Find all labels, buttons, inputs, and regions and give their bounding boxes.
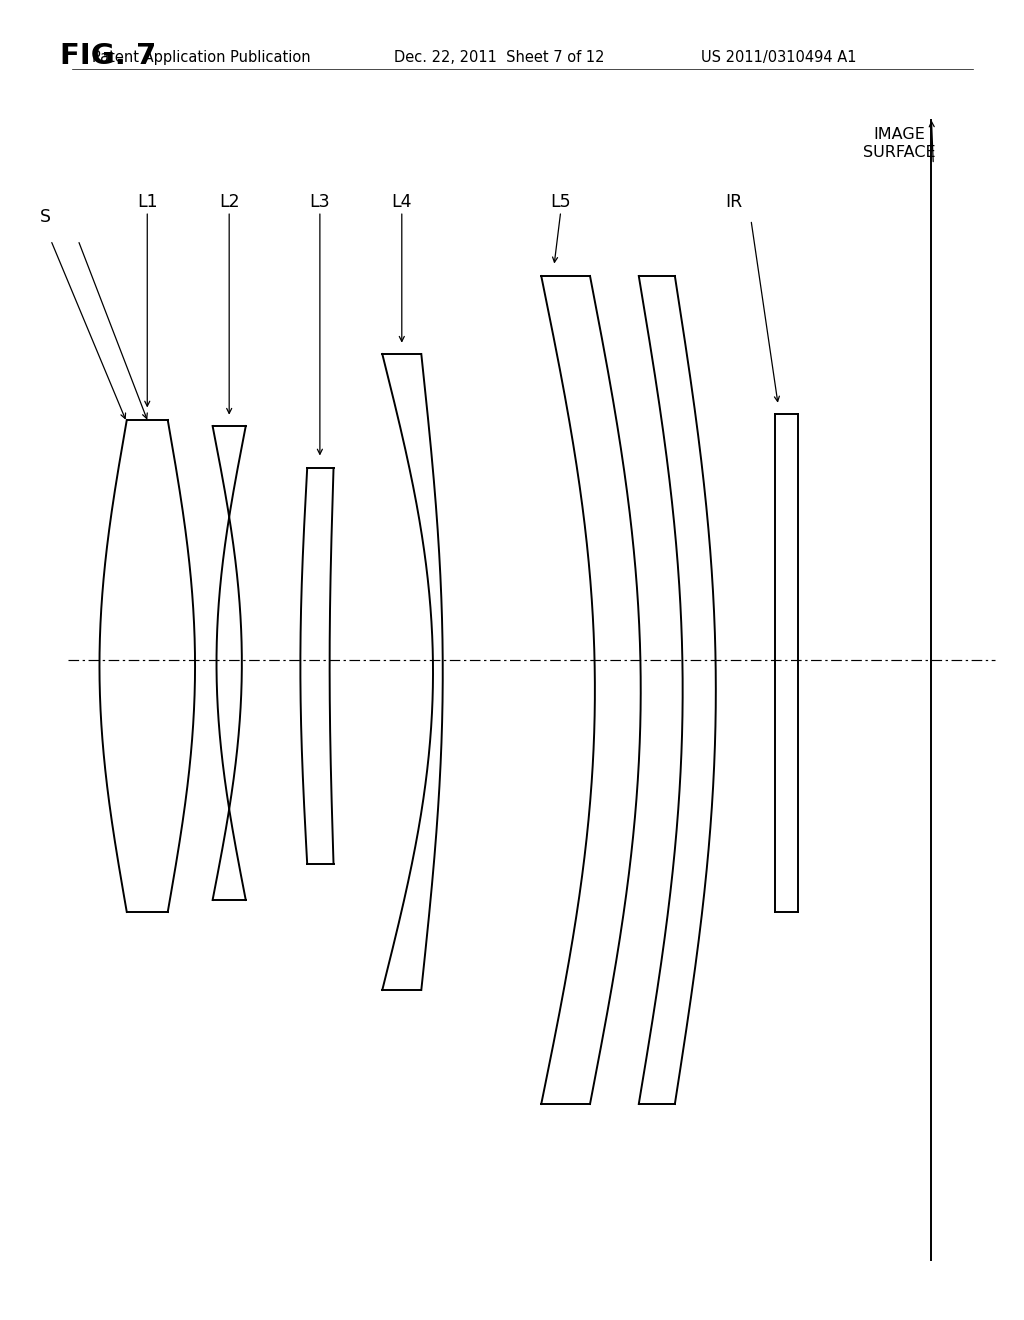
Text: L4: L4 [391, 193, 412, 211]
Text: L5: L5 [551, 193, 571, 211]
Text: L1: L1 [137, 193, 158, 211]
Text: Dec. 22, 2011  Sheet 7 of 12: Dec. 22, 2011 Sheet 7 of 12 [394, 50, 605, 65]
Text: L3: L3 [309, 193, 330, 211]
Text: S: S [40, 207, 51, 226]
Text: L2: L2 [219, 193, 240, 211]
Text: IMAGE
SURFACE: IMAGE SURFACE [863, 127, 936, 160]
Text: US 2011/0310494 A1: US 2011/0310494 A1 [701, 50, 857, 65]
Text: FIG. 7: FIG. 7 [60, 42, 157, 70]
Text: IR: IR [725, 193, 742, 211]
Text: Patent Application Publication: Patent Application Publication [92, 50, 311, 65]
